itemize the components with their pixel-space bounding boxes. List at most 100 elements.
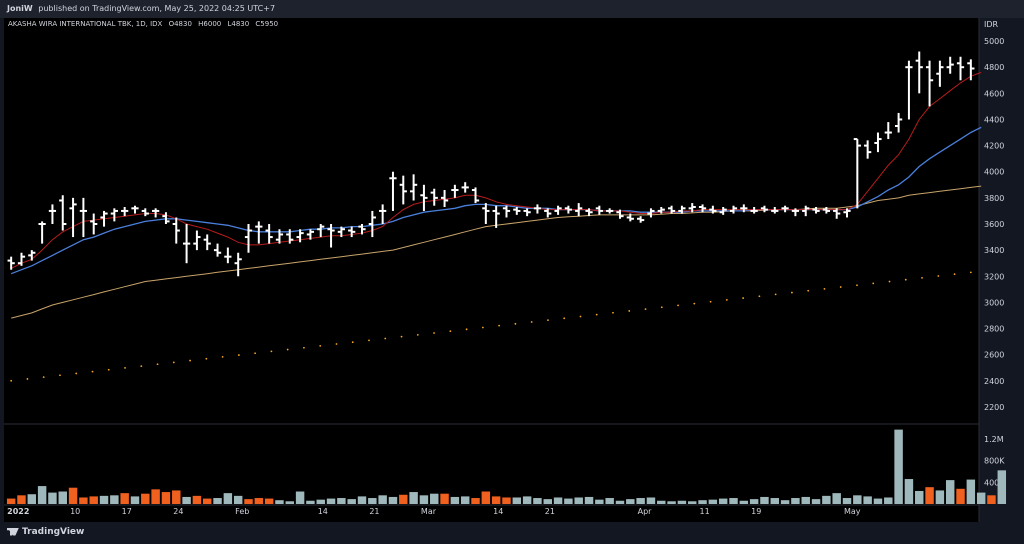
time-tick-label: May <box>844 507 861 516</box>
sma-dotted-point <box>856 284 858 287</box>
volume-bar <box>832 493 841 504</box>
volume-bar <box>595 499 604 504</box>
volume-bar <box>801 496 810 504</box>
price-tick-label: 4800 <box>984 63 1004 72</box>
volume-bar <box>275 500 284 504</box>
sma-dotted-point <box>124 367 126 369</box>
sma-dotted-point <box>319 344 322 347</box>
sma-dotted-point <box>26 378 29 380</box>
sma-dotted-point <box>742 297 745 299</box>
time-tick-label: 21 <box>545 507 555 516</box>
volume-bar <box>687 501 697 504</box>
sma-dotted-point <box>10 379 13 382</box>
tradingview-brand: TradingView <box>22 527 85 537</box>
volume-bar <box>316 499 325 504</box>
volume-bar <box>357 496 367 504</box>
chart-area[interactable] <box>4 18 979 522</box>
sma-dotted-point <box>888 280 891 283</box>
sma-dotted-point <box>254 352 257 355</box>
volume-bar <box>605 498 614 504</box>
legend-open: O4830 <box>168 20 192 28</box>
volume-bar <box>739 500 749 504</box>
sma-dotted-point <box>693 302 696 305</box>
sma-dotted-point <box>969 271 972 274</box>
sma-dotted-point <box>872 282 875 285</box>
price-tick-label: 2600 <box>984 351 1004 360</box>
volume-bar <box>213 498 222 504</box>
volume-bar <box>842 498 852 504</box>
sma-dotted-point <box>286 348 289 351</box>
volume-bar <box>522 496 532 504</box>
sma-dotted-point <box>400 335 403 338</box>
tradingview-logo[interactable]: TradingView <box>7 527 84 537</box>
time-tick-label: Apr <box>638 507 653 516</box>
sma-dotted-point <box>774 293 777 296</box>
volume-bar <box>956 488 965 504</box>
volume-bar <box>987 495 996 504</box>
sma-dotted-point <box>807 289 810 292</box>
volume-bar <box>853 495 862 504</box>
volume-bar <box>822 495 831 504</box>
time-tick-label: 19 <box>751 507 761 516</box>
time-tick-label: 21 <box>369 507 379 516</box>
volume-bar <box>708 499 718 504</box>
volume-bar <box>430 493 439 504</box>
sma-dotted-point <box>351 341 354 344</box>
volume-bar <box>564 498 573 504</box>
volume-bar <box>543 499 552 504</box>
price-tick-label: 3400 <box>984 246 1004 255</box>
volume-bar <box>182 496 191 504</box>
sma-dotted-point <box>498 324 501 327</box>
volume-bar <box>760 496 769 504</box>
sma-dotted-point <box>189 359 191 362</box>
time-tick-label: Feb <box>235 507 249 516</box>
volume-bar <box>615 500 625 504</box>
volume-tick-label: 1.2M <box>984 435 1004 444</box>
volume-bar <box>584 496 594 504</box>
price-tick-label: 3000 <box>984 298 1004 307</box>
symbol-title: AKASHA WIRA INTERNATIONAL TBK, 1D, IDX <box>8 20 163 28</box>
volume-bar <box>770 498 780 504</box>
volume-bar <box>780 500 790 504</box>
volume-bar <box>997 470 1007 504</box>
volume-bar <box>450 496 460 504</box>
volume-bar <box>646 497 656 504</box>
volume-bar <box>306 500 315 504</box>
volume-bar <box>698 500 707 504</box>
sma-dotted-point <box>921 276 923 279</box>
volume-bar <box>368 498 377 504</box>
sma-dotted-point <box>465 328 468 331</box>
price-tick-label: 3800 <box>984 194 1004 203</box>
volume-bar <box>399 494 408 504</box>
ema-red-line <box>10 71 982 269</box>
sma-dotted-point <box>205 357 208 360</box>
legend-low: L4830 <box>227 20 250 28</box>
volume-bar <box>626 499 635 504</box>
volume-bar <box>502 497 511 504</box>
volume-bar <box>884 497 893 504</box>
sma-dotted-point <box>839 286 842 288</box>
volume-bar <box>27 494 37 504</box>
sma-dotted-point <box>75 372 78 375</box>
price-tick-label: 3200 <box>984 272 1004 281</box>
volume-bar <box>172 490 181 504</box>
volume-bar <box>223 493 233 504</box>
volume-bar <box>254 498 264 504</box>
volume-bar <box>192 495 202 504</box>
volume-bar <box>460 496 470 504</box>
publisher-name[interactable]: JoniW <box>7 4 33 13</box>
sma-dotted-point <box>514 322 517 325</box>
time-tick-label: 14 <box>493 507 503 516</box>
sma-dotted-point <box>725 299 728 301</box>
volume-bar <box>68 487 78 504</box>
volume-bar <box>574 497 583 504</box>
sma-dotted-point <box>270 350 273 353</box>
sma-dotted-point <box>937 275 940 277</box>
price-tick-label: 3600 <box>984 220 1004 229</box>
volume-bar <box>729 498 738 504</box>
volume-bar <box>894 429 903 504</box>
volume-bar <box>110 495 119 504</box>
volume-bar <box>347 499 356 504</box>
volume-bar <box>6 498 16 504</box>
